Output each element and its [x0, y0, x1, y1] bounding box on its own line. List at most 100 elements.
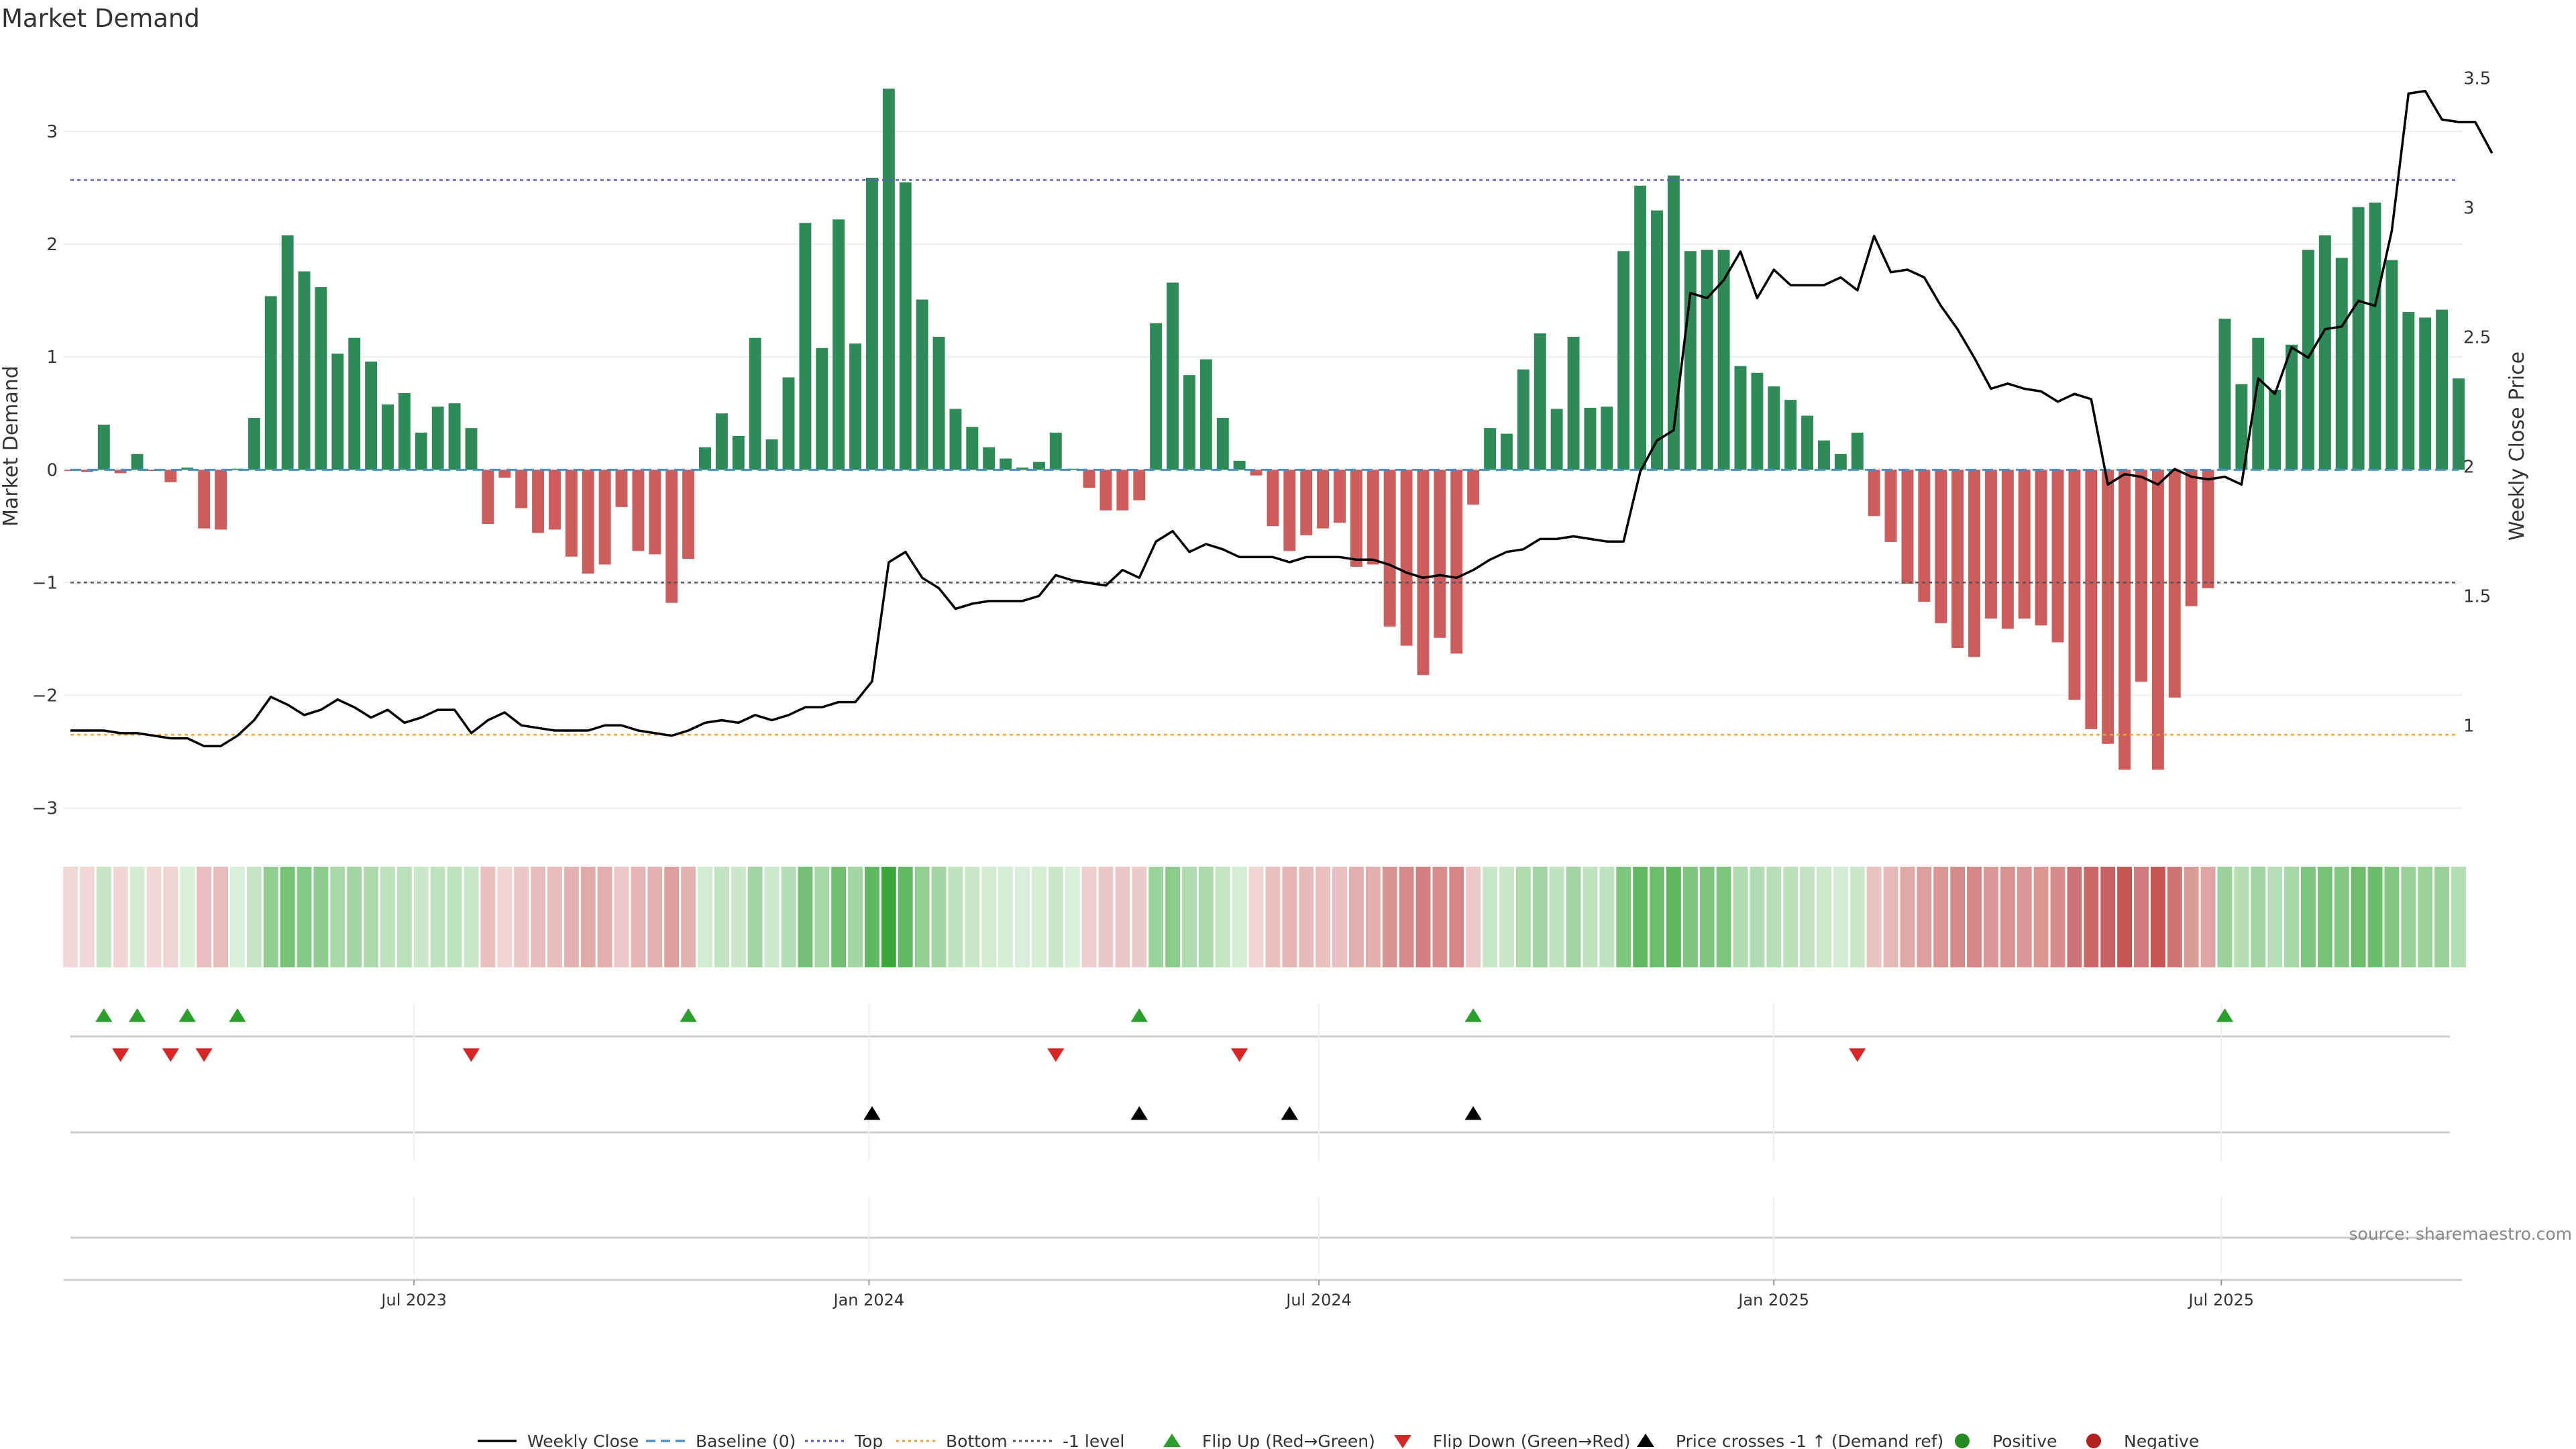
demand-bar — [1534, 333, 1546, 470]
heat-cell — [2401, 867, 2416, 967]
demand-bar — [1283, 470, 1296, 551]
demand-bar — [2369, 202, 2381, 470]
demand-bar — [1951, 470, 1964, 648]
flip-up-marker — [178, 1008, 196, 1022]
heat-cell — [1031, 867, 1046, 967]
price-cross-marker — [1130, 1106, 1148, 1120]
heat-cell — [1081, 867, 1097, 967]
demand-bar — [1984, 470, 1997, 619]
legend-item-8-swatch — [1955, 1434, 1970, 1448]
flip-up-marker — [1464, 1008, 1482, 1022]
demand-bar — [732, 435, 745, 470]
heat-cell — [380, 867, 395, 967]
heat-cell — [781, 867, 796, 967]
demand-bar — [966, 427, 979, 470]
demand-bar — [498, 470, 511, 478]
legend-item-7-swatch — [1637, 1434, 1654, 1447]
x-tick-label: Jan 2024 — [833, 1291, 905, 1309]
heat-cell — [1048, 867, 1063, 967]
heat-cell — [1015, 867, 1030, 967]
right-tick-label: 2 — [2463, 457, 2475, 477]
heat-cell — [798, 867, 813, 967]
x-tick-label: Jul 2025 — [2187, 1291, 2254, 1309]
demand-bar — [1617, 251, 1630, 470]
heat-cell — [1933, 867, 1949, 967]
demand-bar — [1784, 400, 1797, 470]
demand-bar — [1550, 409, 1563, 470]
demand-bar — [1133, 470, 1146, 500]
heat-cell — [63, 867, 78, 967]
demand-bar — [2335, 258, 2348, 470]
heat-cell — [497, 867, 513, 967]
heat-cell — [1917, 867, 1932, 967]
demand-bar — [2269, 389, 2282, 470]
heat-cell — [1215, 867, 1230, 967]
flip-down-marker — [162, 1048, 180, 1062]
flip-up-marker — [2216, 1008, 2234, 1022]
heat-cell — [2200, 867, 2216, 967]
heat-cell — [948, 867, 963, 967]
heat-cell — [213, 867, 229, 967]
demand-bar — [465, 428, 478, 470]
heat-cell — [1282, 867, 1297, 967]
demand-bar — [849, 343, 862, 470]
heat-cell — [1716, 867, 1731, 967]
right-tick-label: 3 — [2463, 198, 2475, 218]
demand-bar — [1484, 428, 1497, 470]
demand-bar — [2318, 235, 2331, 470]
heat-cell — [364, 867, 379, 967]
heat-cell — [731, 867, 746, 967]
demand-bar — [1350, 470, 1362, 567]
x-tick-label: Jul 2024 — [1285, 1291, 1352, 1309]
demand-bar — [2419, 317, 2432, 470]
demand-bar — [1000, 458, 1012, 470]
heat-cell — [464, 867, 479, 967]
heat-cell — [1182, 867, 1197, 967]
legend-item-9-label: Negative — [2124, 1432, 2199, 1449]
price-cross-marker — [863, 1106, 881, 1120]
demand-bar — [2302, 250, 2314, 470]
heat-cell — [1449, 867, 1464, 967]
demand-bar — [548, 470, 561, 530]
demand-bar — [1167, 282, 1179, 470]
heat-cell — [547, 867, 562, 967]
heat-cell — [2033, 867, 2049, 967]
flip-up-marker — [95, 1008, 113, 1022]
heat-cell — [480, 867, 496, 967]
heat-cell — [814, 867, 830, 967]
left-tick-label: −3 — [32, 799, 58, 819]
demand-bar — [2185, 470, 2198, 606]
demand-bar — [899, 182, 912, 470]
demand-bar — [215, 470, 227, 530]
heat-cell — [297, 867, 312, 967]
demand-bar — [632, 470, 645, 551]
heat-cell — [2134, 867, 2149, 967]
demand-bar — [1501, 433, 1513, 470]
demand-bar — [949, 409, 962, 470]
flip-down-marker — [462, 1048, 480, 1062]
demand-bar — [1751, 372, 1764, 470]
demand-bar — [2051, 470, 2064, 643]
heat-cell — [2251, 867, 2266, 967]
heat-cell — [347, 867, 362, 967]
demand-bar — [1434, 470, 1446, 638]
heat-cell — [1148, 867, 1164, 967]
heat-cell — [1499, 867, 1514, 967]
heat-cell — [1466, 867, 1481, 967]
heat-cell — [614, 867, 629, 967]
reference-lines — [70, 179, 2459, 736]
heat-cell — [1132, 867, 1147, 967]
heat-cell — [1900, 867, 1915, 967]
demand-bar — [983, 447, 996, 470]
legend-item-4-label: -1 level — [1063, 1432, 1124, 1449]
heat-cell — [931, 867, 947, 967]
demand-bar — [1601, 407, 1613, 470]
left-axis-ticks: 3 2 1 0 −1 −2 −3 — [32, 122, 58, 819]
legend-item-7-label: Price crosses -1 ↑ (Demand ref) — [1676, 1432, 1943, 1449]
demand-bar — [649, 470, 661, 555]
heat-cell — [2167, 867, 2182, 967]
heat-cell — [631, 867, 646, 967]
heat-cell — [647, 867, 663, 967]
heat-cell — [2384, 867, 2400, 967]
heat-cell — [2317, 867, 2332, 967]
